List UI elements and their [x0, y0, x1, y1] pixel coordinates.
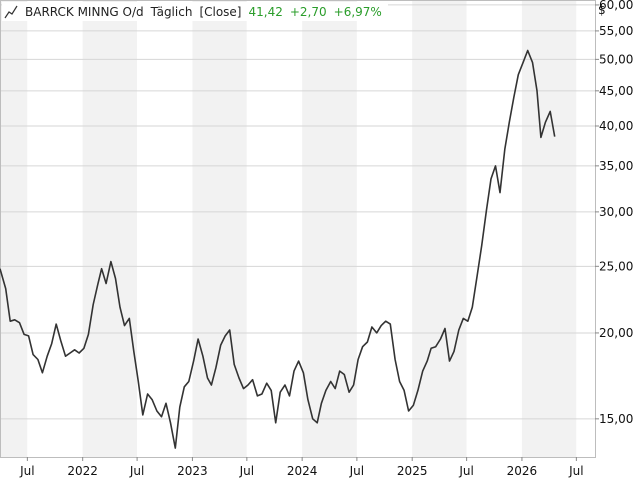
x-tick-label: 2025	[397, 464, 428, 478]
x-tick-label: Jul	[129, 464, 144, 478]
period-band	[302, 0, 357, 457]
mode-label: [Close]	[199, 4, 242, 19]
period-bands	[0, 0, 595, 457]
x-tick-label: Jul	[568, 464, 583, 478]
x-tick-label: Jul	[239, 464, 254, 478]
y-tick-label: 25,00	[599, 259, 633, 273]
period-band	[521, 0, 577, 457]
x-tick-label: 2022	[67, 464, 98, 478]
instrument-name: BARRCK MINNG O/d	[25, 4, 144, 19]
price-line	[0, 49, 556, 449]
x-tick-label: 2024	[287, 464, 318, 478]
y-tick-label: 50,00	[599, 52, 633, 66]
price-change-percent: +6,97%	[333, 4, 382, 19]
y-tick-label: 45,00	[599, 84, 633, 98]
y-tick-label: 20,00	[599, 326, 633, 340]
x-tick-label: Jul	[349, 464, 364, 478]
period-band	[412, 0, 467, 457]
period-band	[82, 0, 138, 457]
period-band	[192, 0, 247, 457]
x-axis: Jul 2022 Jul 2023 Jul 2024 Jul 2025 Jul 2026 Jul	[19, 457, 584, 478]
y-tick-label: 60,00	[599, 0, 633, 12]
y-tick-label: 55,00	[599, 24, 633, 38]
interval-label: Täglich	[150, 4, 193, 19]
chart-legend: BARRCK MINNG O/d Täglich [Close] 41,42 +…	[2, 2, 388, 21]
period-band	[356, 0, 413, 457]
x-tick-label: 2023	[177, 464, 208, 478]
y-tick-label: 40,00	[599, 119, 633, 133]
period-band	[0, 0, 28, 457]
grid-lines	[0, 4, 595, 420]
x-tick-label: 2026	[507, 464, 538, 478]
last-price: 41,42	[248, 4, 283, 19]
currency-label: $	[598, 3, 606, 17]
period-band	[576, 0, 595, 457]
period-band	[137, 0, 193, 457]
y-axis: 15,00 20,00 25,00 30,00 35,00 40,00 45,00 50,00…	[595, 0, 633, 426]
y-tick-label: 15,00	[599, 412, 633, 426]
series-group	[0, 49, 556, 449]
plot-frame	[0, 0, 596, 458]
period-band	[27, 0, 83, 457]
period-band	[466, 0, 522, 457]
price-change: +2,70	[289, 4, 327, 19]
y-tick-label: 30,00	[599, 205, 633, 219]
x-tick-label: Jul	[458, 464, 473, 478]
x-tick-label: Jul	[19, 464, 34, 478]
line-chart-icon	[4, 5, 18, 18]
y-tick-label: 35,00	[599, 159, 633, 173]
